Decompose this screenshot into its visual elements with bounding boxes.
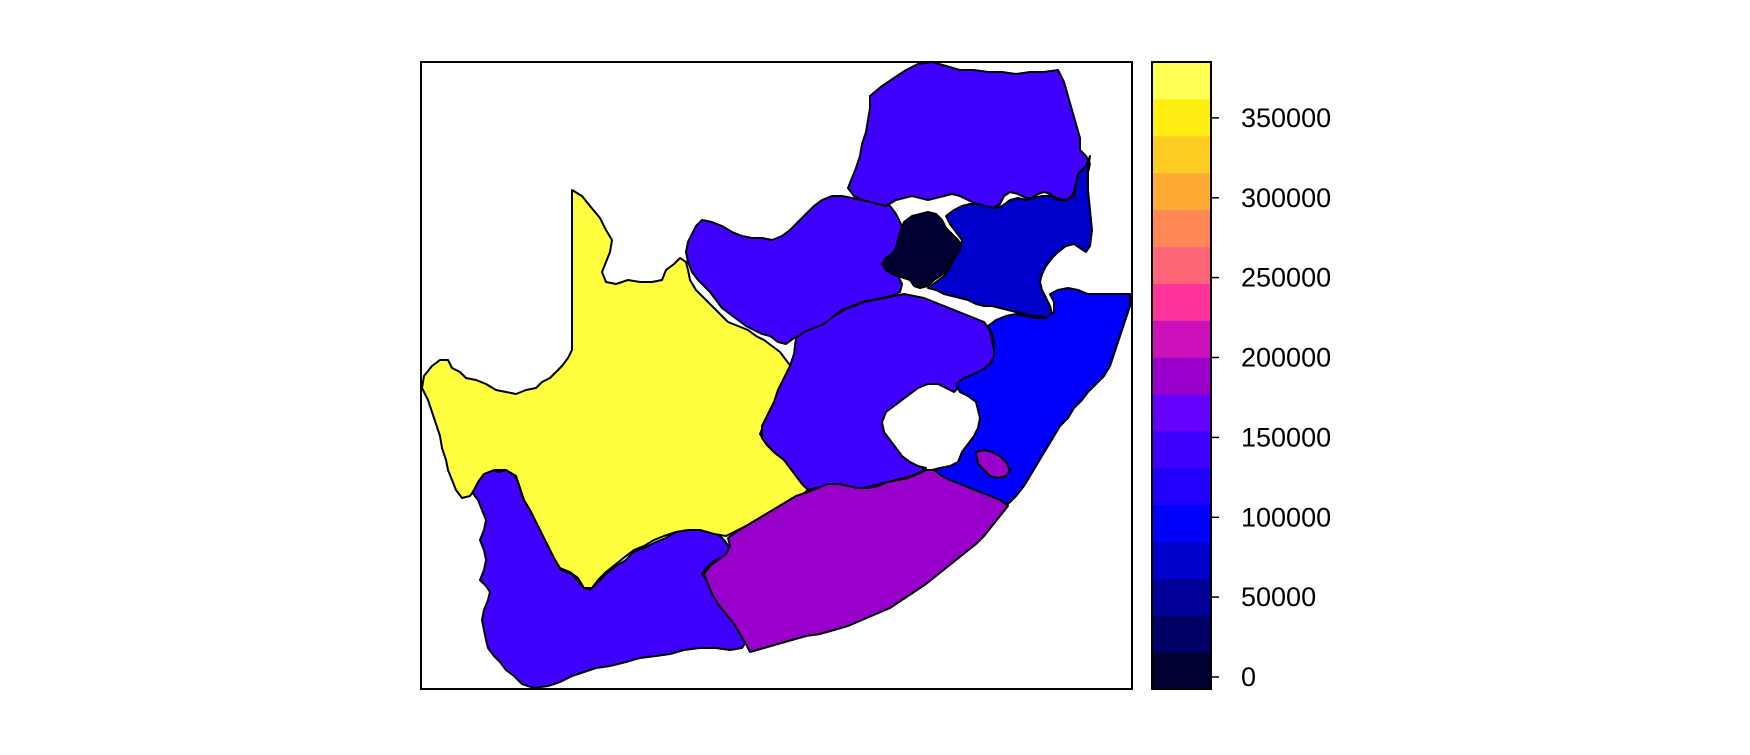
region-eastern-cape (703, 469, 1009, 653)
colorbar-bin (1152, 393, 1211, 432)
colorbar-tick-label: 100000 (1241, 502, 1331, 532)
colorbar-tick-label: 200000 (1241, 343, 1331, 373)
region-eastern-cape-exclave (975, 449, 1011, 479)
region-gauteng (881, 211, 963, 289)
colorbar-bin (1152, 652, 1211, 690)
colorbar-bin (1152, 246, 1211, 284)
region-limpopo (847, 61, 1091, 209)
colorbar-bin (1152, 283, 1211, 321)
colorbar-bin (1152, 320, 1211, 358)
colorbar-tick-label: 150000 (1241, 422, 1331, 452)
map-regions (421, 61, 1131, 689)
region-free-state (761, 293, 995, 491)
colorbar-frame (1151, 61, 1212, 690)
colorbar-bin (1152, 467, 1211, 506)
colorbar-bin (1152, 98, 1211, 137)
colorbar-tick-label: 350000 (1241, 103, 1331, 133)
colorbar-tick-label: 0 (1241, 662, 1256, 692)
colorbar-bin (1152, 578, 1211, 616)
colorbar-bin (1152, 209, 1211, 248)
colorbar-bin (1152, 135, 1211, 174)
colorbar-bin (1152, 357, 1211, 395)
colorbar-bin (1152, 541, 1211, 579)
colorbar-bin (1152, 504, 1211, 543)
region-northern-cape (421, 189, 809, 589)
colorbar-bin (1152, 615, 1211, 653)
colorbar-bin (1152, 430, 1211, 469)
colorbar-bin (1152, 62, 1211, 100)
colorbar-tick-label: 300000 (1241, 183, 1331, 213)
colorbar-bin (1152, 172, 1211, 211)
region-mpumalanga (927, 155, 1093, 319)
colorbar: 0 50000 100000 150000 200000 250000 300000 3500… (1151, 61, 1331, 692)
colorbar-tick-label: 50000 (1241, 582, 1316, 612)
colorbar-tick-label: 250000 (1241, 263, 1331, 293)
